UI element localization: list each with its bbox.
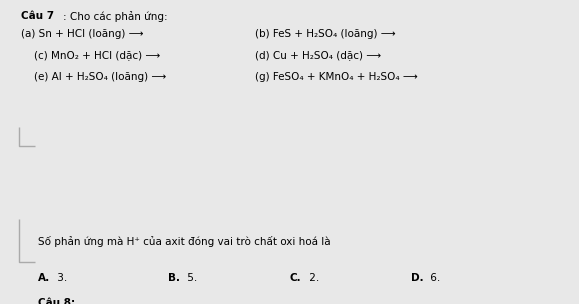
Text: A.: A.: [38, 273, 50, 283]
Text: (g) FeSO₄ + KMnO₄ + H₂SO₄ ⟶: (g) FeSO₄ + KMnO₄ + H₂SO₄ ⟶: [255, 71, 417, 81]
Text: (b) FeS + H₂SO₄ (loãng) ⟶: (b) FeS + H₂SO₄ (loãng) ⟶: [255, 29, 395, 39]
Text: (a) Sn + HCl (loãng) ⟶: (a) Sn + HCl (loãng) ⟶: [21, 29, 144, 39]
Text: 6.: 6.: [427, 273, 441, 283]
Text: (e) Al + H₂SO₄ (loãng) ⟶: (e) Al + H₂SO₄ (loãng) ⟶: [34, 71, 166, 81]
Text: Câu 8:: Câu 8:: [38, 298, 75, 304]
Text: : Cho các phản ứng:: : Cho các phản ứng:: [63, 11, 167, 22]
Text: B.: B.: [168, 273, 180, 283]
Text: Số phản ứng mà H⁺ của axit đóng vai trò chất oxi hoá là: Số phản ứng mà H⁺ của axit đóng vai trò …: [38, 236, 330, 247]
Text: D.: D.: [411, 273, 424, 283]
Text: 3.: 3.: [54, 273, 67, 283]
Text: (c) MnO₂ + HCl (dặc) ⟶: (c) MnO₂ + HCl (dặc) ⟶: [34, 50, 160, 60]
Text: (d) Cu + H₂SO₄ (dặc) ⟶: (d) Cu + H₂SO₄ (dặc) ⟶: [255, 50, 381, 60]
Text: 5.: 5.: [184, 273, 197, 283]
Text: 2.: 2.: [306, 273, 319, 283]
Text: C.: C.: [290, 273, 301, 283]
Text: Câu 7: Câu 7: [21, 11, 54, 21]
